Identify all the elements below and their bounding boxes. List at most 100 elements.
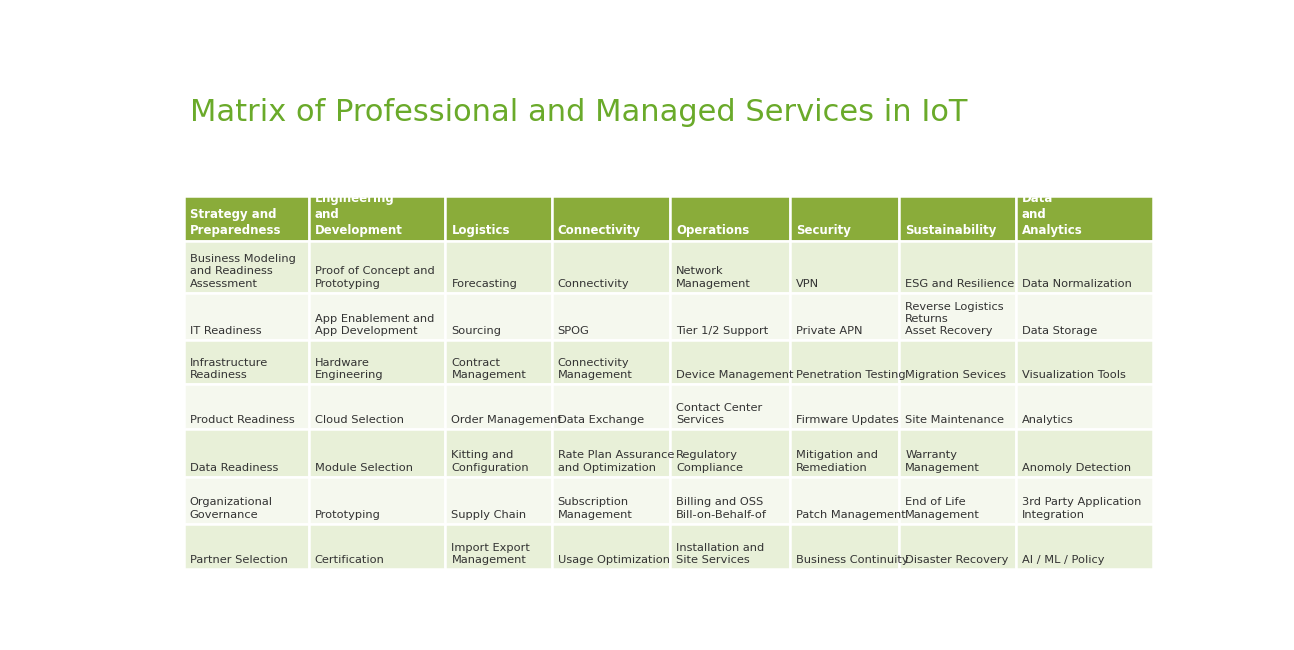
Text: Partner Selection: Partner Selection <box>190 556 287 566</box>
Text: Analytics: Analytics <box>1022 415 1074 425</box>
Text: Data Storage: Data Storage <box>1022 326 1097 337</box>
Bar <box>899 429 1016 477</box>
Bar <box>308 524 445 569</box>
Text: Forecasting: Forecasting <box>452 279 518 289</box>
Bar <box>551 341 670 384</box>
Text: Infrastructure
Readiness: Infrastructure Readiness <box>190 358 268 380</box>
Text: Hardware
Engineering: Hardware Engineering <box>314 358 383 380</box>
Bar <box>1016 429 1153 477</box>
Text: Supply Chain: Supply Chain <box>452 510 527 520</box>
Text: Module Selection: Module Selection <box>314 463 413 473</box>
Text: Data
and
Analytics: Data and Analytics <box>1022 192 1083 237</box>
Bar <box>791 292 899 341</box>
Bar <box>670 292 791 341</box>
Text: Installation and
Site Services: Installation and Site Services <box>675 543 765 566</box>
Text: Anomoly Detection: Anomoly Detection <box>1022 463 1131 473</box>
Text: Device Management: Device Management <box>675 370 793 380</box>
Text: Security: Security <box>796 224 851 237</box>
Text: Matrix of Professional and Managed Services in IoT: Matrix of Professional and Managed Servi… <box>190 98 967 127</box>
Text: Site Maintenance: Site Maintenance <box>906 415 1004 425</box>
Text: Contact Center
Services: Contact Center Services <box>675 403 762 425</box>
Bar <box>1016 292 1153 341</box>
Text: Engineering
and
Development: Engineering and Development <box>314 192 402 237</box>
Bar <box>551 524 670 569</box>
Bar <box>899 524 1016 569</box>
Bar <box>184 341 308 384</box>
Bar <box>445 429 551 477</box>
Bar <box>551 292 670 341</box>
Bar <box>791 477 899 524</box>
Bar <box>791 429 899 477</box>
Bar <box>551 384 670 429</box>
Bar <box>899 384 1016 429</box>
Bar <box>899 477 1016 524</box>
Bar <box>308 429 445 477</box>
Text: Usage Optimization: Usage Optimization <box>558 556 670 566</box>
Text: Regulatory
Compliance: Regulatory Compliance <box>675 450 743 473</box>
Bar <box>445 292 551 341</box>
Bar <box>1016 241 1153 292</box>
Bar <box>184 429 308 477</box>
Text: Billing and OSS
Bill-on-Behalf-of: Billing and OSS Bill-on-Behalf-of <box>675 497 767 520</box>
Text: Migration Sevices: Migration Sevices <box>906 370 1007 380</box>
Text: Visualization Tools: Visualization Tools <box>1022 370 1126 380</box>
Bar <box>308 341 445 384</box>
Text: 3rd Party Application
Integration: 3rd Party Application Integration <box>1022 497 1141 520</box>
Text: Data Exchange: Data Exchange <box>558 415 644 425</box>
Bar <box>551 241 670 292</box>
Text: Cloud Selection: Cloud Selection <box>314 415 404 425</box>
Text: SPOG: SPOG <box>558 326 590 337</box>
Bar <box>445 341 551 384</box>
Text: Private APN: Private APN <box>796 326 863 337</box>
Text: App Enablement and
App Development: App Enablement and App Development <box>314 314 433 337</box>
Bar <box>308 196 445 241</box>
Text: Patch Management: Patch Management <box>796 510 906 520</box>
Bar <box>184 241 308 292</box>
Bar <box>184 524 308 569</box>
Text: End of Life
Management: End of Life Management <box>906 497 980 520</box>
Bar <box>1016 524 1153 569</box>
Bar <box>184 196 308 241</box>
Bar <box>670 196 791 241</box>
Bar <box>445 477 551 524</box>
Text: Mitigation and
Remediation: Mitigation and Remediation <box>796 450 879 473</box>
Bar <box>184 477 308 524</box>
Bar <box>184 384 308 429</box>
Text: AI / ML / Policy: AI / ML / Policy <box>1022 556 1104 566</box>
Bar <box>308 384 445 429</box>
Bar <box>791 341 899 384</box>
Text: Tier 1/2 Support: Tier 1/2 Support <box>675 326 769 337</box>
Text: Import Export
Management: Import Export Management <box>452 543 531 566</box>
Bar <box>791 241 899 292</box>
Bar <box>899 241 1016 292</box>
Text: Product Readiness: Product Readiness <box>190 415 295 425</box>
Text: Disaster Recovery: Disaster Recovery <box>906 556 1009 566</box>
Bar <box>670 341 791 384</box>
Bar <box>791 384 899 429</box>
Bar <box>551 429 670 477</box>
Text: VPN: VPN <box>796 279 819 289</box>
Bar <box>670 477 791 524</box>
Text: Connectivity
Management: Connectivity Management <box>558 358 633 380</box>
Text: Organizational
Governance: Organizational Governance <box>190 497 273 520</box>
Bar <box>551 196 670 241</box>
Bar <box>1016 384 1153 429</box>
Text: Logistics: Logistics <box>452 224 510 237</box>
Bar <box>670 429 791 477</box>
Text: Subscription
Management: Subscription Management <box>558 497 633 520</box>
Text: Business Continuity: Business Continuity <box>796 556 908 566</box>
Text: Order Management: Order Management <box>452 415 563 425</box>
Bar <box>308 477 445 524</box>
Bar <box>791 196 899 241</box>
Bar <box>184 292 308 341</box>
Text: IT Readiness: IT Readiness <box>190 326 261 337</box>
Text: Certification: Certification <box>314 556 384 566</box>
Text: Data Readiness: Data Readiness <box>190 463 278 473</box>
Text: Strategy and
Preparedness: Strategy and Preparedness <box>190 209 281 237</box>
Text: Business Modeling
and Readiness
Assessment: Business Modeling and Readiness Assessme… <box>190 254 296 289</box>
Bar <box>670 384 791 429</box>
Bar <box>445 241 551 292</box>
Text: Reverse Logistics
Returns
Asset Recovery: Reverse Logistics Returns Asset Recovery <box>906 302 1004 337</box>
Text: Sustainability: Sustainability <box>906 224 996 237</box>
Text: Proof of Concept and
Prototyping: Proof of Concept and Prototyping <box>314 266 435 289</box>
